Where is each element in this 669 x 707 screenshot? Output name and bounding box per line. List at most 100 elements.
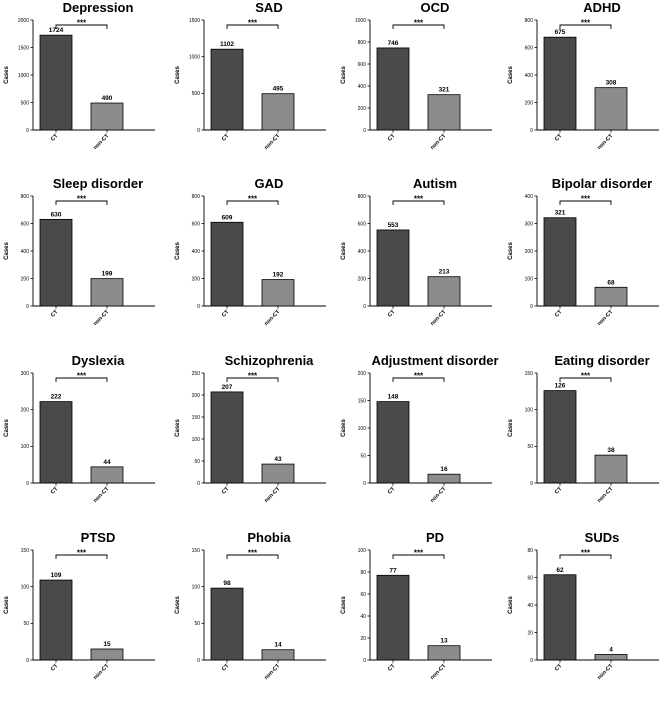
bar (90, 102, 124, 131)
x-tick-label: CT (50, 663, 60, 673)
y-tick-label: 0 (530, 481, 533, 487)
y-tick-label: 200 (358, 276, 367, 282)
x-tick-label: non-CT (430, 133, 448, 151)
significance-bracket (226, 24, 279, 29)
y-tick-label: 500 (21, 100, 30, 106)
x-tick-label: CT (554, 663, 564, 673)
chart-title: GAD (255, 176, 284, 191)
x-tick-label: CT (50, 486, 60, 496)
y-tick-label: 400 (192, 249, 201, 255)
chart-svg: Schizophrenia 0 50 100 150 200 250 Cases 207 CT 43… (175, 353, 326, 504)
chart-svg: GAD 0 200 400 600 800 Cases 609 CT 192 non-CT *** (175, 176, 326, 327)
y-tick-label: 50 (194, 621, 200, 627)
data-label: 126 (555, 383, 566, 390)
chart-panel: OCD 0 200 400 600 800 1000 Cases 746 CT 321 non-CT *… (337, 0, 504, 172)
y-tick-label: 800 (358, 194, 367, 200)
significance-bracket (559, 24, 612, 29)
chart-svg: Eating disorder 0 50 100 150 Cases 126 CT 38 non-… (508, 353, 659, 504)
chart-panel: SUDs 0 20 40 60 80 Cases 62 CT 4 non-CT *** (504, 530, 669, 702)
y-tick-label: 400 (358, 249, 367, 255)
y-tick-label: 0 (363, 658, 366, 664)
x-tick-label: non-CT (430, 486, 448, 504)
y-tick-label: 0 (26, 481, 29, 487)
y-tick-label: 150 (525, 371, 534, 377)
y-tick-label: 80 (360, 570, 366, 576)
x-tick-label: non-CT (264, 133, 282, 151)
y-tick-label: 200 (192, 393, 201, 399)
bar (90, 648, 124, 661)
x-tick-label: non-CT (597, 663, 615, 681)
significance-label: *** (77, 195, 87, 204)
bar (543, 574, 577, 661)
y-axis-label: Cases (508, 66, 514, 84)
chart-panel: ADHD 0 200 400 600 800 Cases 675 CT 308 non-CT *** (504, 0, 669, 172)
y-tick-label: 300 (21, 371, 30, 377)
y-tick-label: 800 (192, 194, 201, 200)
y-tick-label: 50 (194, 459, 200, 465)
y-tick-label: 800 (358, 40, 367, 46)
y-tick-label: 600 (358, 221, 367, 227)
y-tick-label: 40 (527, 603, 533, 609)
data-label: 192 (273, 272, 284, 279)
data-label: 321 (555, 210, 566, 217)
chart-svg: SAD 0 500 1000 1500 Cases 1102 CT 495 non-CT *** (175, 0, 326, 151)
y-tick-label: 1500 (189, 18, 200, 24)
data-label: 1102 (220, 41, 234, 48)
x-tick-label: CT (554, 486, 564, 496)
significance-bracket (55, 200, 108, 205)
chart-title: Autism (413, 176, 457, 191)
y-axis-label: Cases (175, 419, 181, 437)
x-tick-label: CT (554, 309, 564, 319)
y-tick-label: 400 (358, 84, 367, 90)
data-label: 321 (439, 87, 450, 94)
bar (543, 217, 577, 307)
y-tick-label: 400 (21, 249, 30, 255)
chart-svg: PTSD 0 50 100 150 Cases 109 CT 15 non-CT *** (4, 530, 155, 681)
significance-label: *** (414, 549, 424, 558)
significance-label: *** (248, 372, 258, 381)
y-tick-label: 400 (525, 73, 534, 79)
x-tick-label: non-CT (264, 309, 282, 327)
y-tick-label: 1000 (18, 73, 29, 79)
significance-label: *** (248, 19, 258, 28)
y-tick-label: 150 (358, 398, 367, 404)
x-tick-label: CT (554, 133, 564, 143)
y-tick-label: 0 (197, 481, 200, 487)
y-tick-label: 100 (525, 407, 534, 413)
y-tick-label: 0 (530, 128, 533, 134)
significance-label: *** (414, 372, 424, 381)
y-tick-label: 600 (192, 221, 201, 227)
bar (543, 390, 577, 484)
y-tick-label: 60 (527, 575, 533, 581)
y-tick-label: 200 (358, 106, 367, 112)
data-label: 553 (388, 222, 399, 229)
x-tick-label: CT (50, 309, 60, 319)
data-label: 4 (609, 647, 613, 654)
y-tick-label: 0 (197, 658, 200, 664)
y-tick-label: 300 (525, 221, 534, 227)
x-tick-label: CT (50, 133, 60, 143)
y-tick-label: 20 (527, 630, 533, 636)
y-axis-label: Cases (508, 596, 514, 614)
y-axis-label: Cases (341, 419, 347, 437)
chart-title: PTSD (81, 530, 116, 545)
x-tick-label: non-CT (264, 663, 282, 681)
chart-panel: Dyslexia 0 100 200 300 Cases 222 CT 44 non-CT *** (0, 353, 167, 525)
significance-bracket (226, 200, 279, 205)
data-label: 746 (388, 40, 399, 47)
y-tick-label: 200 (21, 407, 30, 413)
bar (376, 574, 410, 661)
data-label: 199 (102, 271, 113, 278)
significance-label: *** (581, 372, 591, 381)
significance-label: *** (581, 195, 591, 204)
data-label: 98 (223, 580, 231, 587)
y-axis-label: Cases (508, 419, 514, 437)
chart-title: Dyslexia (72, 353, 126, 368)
y-tick-label: 200 (192, 276, 201, 282)
data-label: 495 (273, 86, 284, 93)
y-axis-label: Cases (4, 419, 10, 437)
chart-panel: PTSD 0 50 100 150 Cases 109 CT 15 non-CT *** (0, 530, 167, 702)
y-tick-label: 0 (197, 128, 200, 134)
bar (427, 276, 461, 307)
chart-svg: PD 0 20 40 60 80 100 Cases 77 CT 13 non-CT *** (341, 530, 492, 681)
